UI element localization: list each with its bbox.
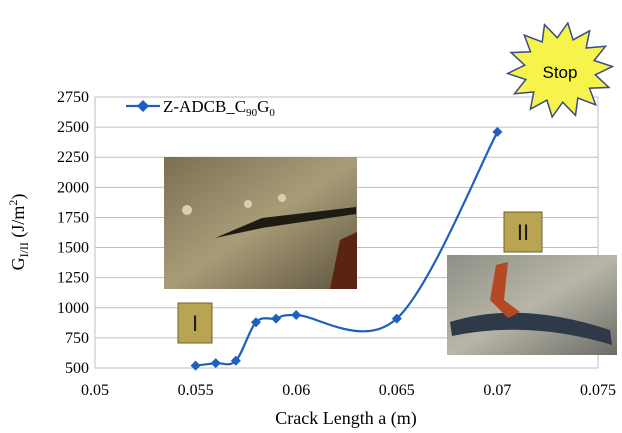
y-tick-label: 750 xyxy=(65,330,89,347)
stop-starburst: Stop xyxy=(505,21,615,119)
y-tick-label: 1250 xyxy=(57,270,89,287)
x-axis-title: Crack Length a (m) xyxy=(275,408,416,429)
data-point xyxy=(391,313,402,324)
data-point xyxy=(230,355,241,366)
region-two-label: II xyxy=(517,220,529,245)
x-tick-label: 0.065 xyxy=(379,382,415,399)
photo-inset-right xyxy=(447,255,617,355)
legend-marker xyxy=(137,100,149,112)
y-tick-label: 1500 xyxy=(57,240,89,257)
x-tick-label: 0.07 xyxy=(483,382,511,399)
data-point xyxy=(190,360,201,371)
stop-label: Stop xyxy=(543,63,578,82)
y-axis-title: GI/II (J/m2) xyxy=(6,194,31,271)
x-tick-label: 0.055 xyxy=(178,382,214,399)
data-point xyxy=(271,313,282,324)
data-point xyxy=(250,317,261,328)
region-one-label: I xyxy=(192,311,198,336)
data-point xyxy=(291,310,302,321)
series-markers xyxy=(190,126,503,371)
region-one-badge: I xyxy=(177,302,213,344)
y-tick-label: 1000 xyxy=(57,300,89,317)
y-tick-labels: 500 750 1000 1250 1500 1750 2000 2250 2500 2750 xyxy=(57,89,89,377)
legend-label: Z-ADCB_C90G0 xyxy=(163,97,275,119)
legend: Z-ADCB_C90G0 xyxy=(126,97,275,119)
region-two-badge: II xyxy=(503,211,543,253)
y-tick-label: 2250 xyxy=(57,149,89,166)
y-tick-label: 2000 xyxy=(57,179,89,196)
x-tick-label: 0.05 xyxy=(81,382,109,399)
y-tick-label: 500 xyxy=(65,360,89,377)
y-tick-label: 2750 xyxy=(57,89,89,106)
photo-inset-left xyxy=(164,157,357,289)
data-point xyxy=(492,126,503,137)
x-tick-label: 0.075 xyxy=(580,382,616,399)
x-tick-labels: 0.05 0.055 0.06 0.065 0.07 0.075 xyxy=(81,382,616,399)
y-tick-label: 1750 xyxy=(57,209,89,226)
data-point xyxy=(210,358,221,369)
plot-area-frame xyxy=(94,96,599,369)
y-tick-label: 2500 xyxy=(57,119,89,136)
x-tick-label: 0.06 xyxy=(282,382,310,399)
